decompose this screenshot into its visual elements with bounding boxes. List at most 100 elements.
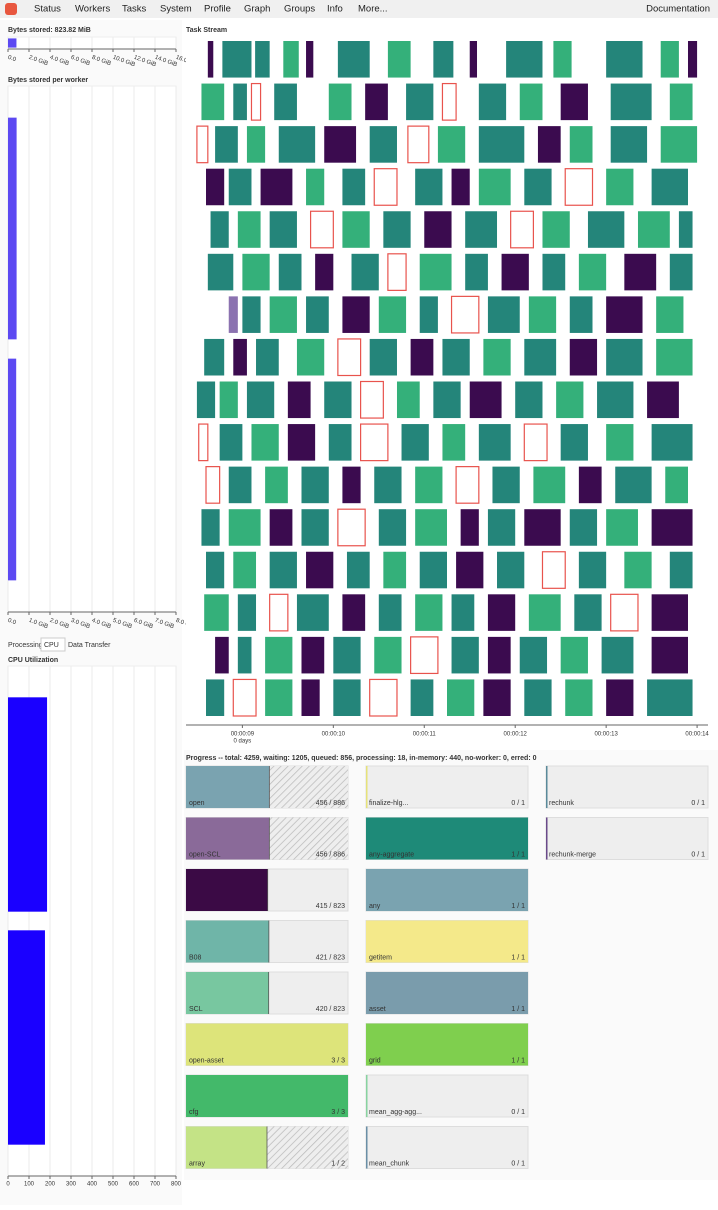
task [378,594,402,631]
task [410,636,439,675]
task [387,253,407,291]
progress-bar [186,920,269,963]
task [478,424,511,461]
nav-item[interactable]: Workers [75,4,110,15]
task [601,636,634,674]
task [497,551,525,589]
task [542,253,566,291]
progress-count: 0 / 1 [511,1160,525,1167]
task [537,126,561,163]
task [204,594,229,631]
task [278,253,302,291]
task [301,679,320,716]
task [315,253,334,291]
task [204,338,225,376]
logo[interactable] [5,3,17,15]
nav-item[interactable]: Groups [284,4,315,15]
nav-item[interactable]: System [160,4,192,15]
task [465,211,498,248]
task [487,636,511,674]
task [478,126,525,163]
nav-item[interactable]: Tasks [122,4,147,15]
progress-count: 3 / 3 [331,1109,345,1116]
x-tick-label: 500 [108,1182,119,1188]
task [269,211,297,248]
task [287,424,316,461]
x-tick-label: 0.0 [7,618,18,627]
nav-item[interactable]: Profile [204,4,231,15]
tab[interactable]: CPU [44,642,59,649]
task [210,211,229,248]
progress-pending [269,766,348,808]
task [383,211,411,248]
task [410,338,434,376]
task [524,679,552,716]
task [255,41,270,78]
task [378,509,407,546]
task [569,338,598,376]
task [519,636,548,674]
nav-bar [0,0,718,18]
chart-title: Bytes stored per worker [8,77,88,84]
task [233,83,247,121]
task [574,594,602,631]
task [256,338,279,376]
documentation-link[interactable]: Documentation [646,4,710,15]
task [483,679,511,716]
progress-bar [366,869,528,911]
progress-name: mean_agg-agg... [369,1109,422,1116]
task [351,253,379,291]
progress-pending [269,817,348,860]
task [306,551,334,589]
progress-count: 0 / 1 [691,800,705,807]
task [606,296,643,333]
task [301,466,329,504]
task [651,424,693,461]
x-tick-label: 200 [45,1182,56,1188]
task [251,424,279,461]
task [328,83,352,121]
progress-count: 456 / 886 [316,851,345,858]
task [447,679,475,716]
task [569,126,593,163]
task [415,466,443,504]
task [651,168,688,206]
progress-name: any [369,903,381,910]
nav-item[interactable]: Graph [244,4,270,15]
progress-name: cfg [189,1109,198,1116]
task [237,211,261,248]
task [265,679,293,716]
task [365,83,388,121]
task [419,551,447,589]
x-tick-label: 00:00:13 [594,732,618,738]
task [406,83,434,121]
progress-count: 420 / 823 [316,1006,345,1013]
task [309,210,334,249]
task [678,211,693,248]
task [647,381,679,419]
progress-count: 1 / 1 [511,903,525,910]
nav-item[interactable]: Info [327,4,343,15]
nav-item[interactable]: More... [358,4,388,15]
x-tick-label: 700 [150,1182,161,1188]
progress-bar [366,1023,528,1066]
task [215,636,229,674]
task [656,338,693,376]
task [246,126,266,163]
progress-name: rechunk-merge [549,851,596,858]
tab[interactable]: Data Transfer [68,642,111,649]
task [201,509,220,546]
task [378,296,407,333]
task [246,381,275,419]
tab[interactable]: Processing [8,642,43,649]
task [232,678,257,717]
progress-bar [546,766,548,808]
task [415,509,447,546]
progress-count: 0 / 1 [691,851,705,858]
task [587,211,625,248]
tab-active[interactable] [40,637,66,652]
x-tick-label: 00:00:09 [231,732,255,738]
nav-item[interactable]: Status [34,4,61,15]
task [487,594,516,631]
